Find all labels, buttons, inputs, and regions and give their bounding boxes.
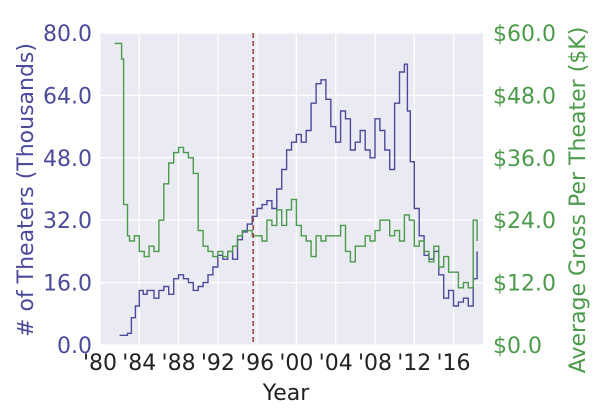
x-tick-label: '96 [240,351,274,376]
series-line-avg-gross [114,42,478,289]
x-tick-label: '04 [319,351,353,376]
left-tick-label: 80.0 [43,22,92,47]
left-tick-label: 48.0 [43,147,92,172]
right-tick-label: $60.0 [493,22,556,47]
left-tick-label: 32.0 [43,209,92,234]
x-tick-label: '84 [122,351,156,376]
left-tick-label: 0.0 [57,334,92,359]
left-tick-label: 16.0 [43,272,92,297]
x-tick-label: '12 [397,351,431,376]
right-tick-label: $12.0 [493,272,556,297]
right-tick-label: $24.0 [493,209,556,234]
left-tick-label: 64.0 [43,84,92,109]
left-axis-title: # of Theaters (Thousands) [14,43,39,337]
right-tick-label: $48.0 [493,84,556,109]
x-axis-title: Year [262,381,311,406]
right-axis-title: Average Gross Per Theater ($K) [566,27,591,374]
right-tick-label: $36.0 [493,147,556,172]
series-line-theaters [119,63,478,336]
series-lines [114,42,478,336]
x-tick-label: '92 [201,351,235,376]
x-tick-label: '08 [358,351,392,376]
right-tick-label: $0.0 [493,334,542,359]
tick-labels: '80'84'88'92'96'00'04'08'12'16 0.0 16.0 32.… [43,22,556,376]
x-tick-label: '16 [437,351,471,376]
x-tick-label: '80 [83,351,117,376]
x-tick-label: '00 [279,351,313,376]
x-tick-label: '88 [162,351,196,376]
